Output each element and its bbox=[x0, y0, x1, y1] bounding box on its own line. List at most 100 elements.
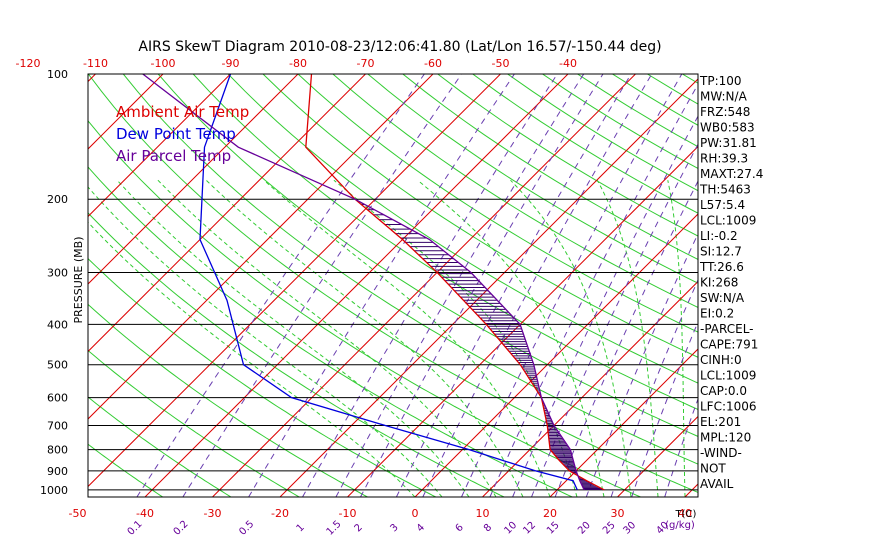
isotherm-line bbox=[144, 74, 569, 497]
pressure-tick-label: 100 bbox=[47, 68, 68, 81]
temperature-tick-bottom: -40 bbox=[136, 507, 154, 520]
mixing-ratio-label: 30 bbox=[622, 520, 639, 537]
isotherm-line bbox=[279, 78, 698, 497]
sounding-profiles bbox=[142, 73, 605, 491]
mixing-ratio-line bbox=[335, 74, 585, 497]
mixing-ratio-label: 2 bbox=[353, 522, 365, 534]
temperature-unit-label: T(C) bbox=[675, 509, 697, 520]
index-entry: EL:201 bbox=[700, 415, 741, 429]
pressure-tick-label: 1000 bbox=[40, 484, 68, 497]
moist-adiabat-line bbox=[667, 180, 686, 497]
mixing-ratio-line bbox=[631, 320, 698, 497]
mixing-ratio-label: 0.1 bbox=[126, 519, 145, 538]
index-entry: SI:12.7 bbox=[700, 245, 742, 259]
plot-frame bbox=[87, 73, 699, 498]
index-entry: -WIND- bbox=[700, 446, 742, 460]
index-entry: LCL:1009 bbox=[700, 214, 756, 228]
isotherm-line bbox=[88, 74, 366, 353]
moist-adiabat-line bbox=[417, 179, 605, 497]
isotherm-line bbox=[88, 74, 231, 218]
dry-adiabat-line bbox=[472, 74, 698, 214]
pressure-tick-label: 600 bbox=[47, 392, 68, 405]
temperature-tick-top: -70 bbox=[357, 57, 375, 70]
isotherm-line bbox=[212, 74, 636, 497]
mixing-ratio-line bbox=[512, 115, 698, 497]
pressure-tick-label: 800 bbox=[47, 444, 68, 457]
legend-entry: Air Parcel Temp bbox=[116, 147, 231, 165]
isotherm-line bbox=[753, 74, 870, 497]
temperature-tick-top: -120 bbox=[16, 57, 41, 70]
temperature-tick-top: -90 bbox=[222, 57, 240, 70]
mixing-ratio-label: 15 bbox=[545, 520, 562, 537]
index-entry: NOT bbox=[700, 462, 726, 476]
legend: Ambient Air Temp Dew Point Temp Air Parcel… bbox=[116, 103, 249, 165]
moist-adiabat-line bbox=[510, 179, 632, 497]
temperature-tick-top: -80 bbox=[289, 57, 307, 70]
mixing-ratio-unit-label: (g/kg) bbox=[665, 520, 695, 531]
temperature-tick-top: -40 bbox=[559, 57, 577, 70]
legend-entry: Dew Point Temp bbox=[116, 125, 236, 143]
dry-adiabat-line bbox=[332, 74, 698, 308]
mixing-ratio-label: 4 bbox=[415, 522, 427, 534]
mixing-ratio-line bbox=[422, 74, 653, 497]
dry-adiabat-line bbox=[297, 74, 698, 333]
temperature-tick-bottom: -50 bbox=[69, 507, 87, 520]
temperature-tick-top: -60 bbox=[424, 57, 442, 70]
index-entry: MAXT:27.4 bbox=[700, 167, 763, 181]
index-entry: -PARCEL- bbox=[700, 322, 754, 336]
temperature-tick-bottom: -10 bbox=[339, 507, 357, 520]
index-entry: WB0:583 bbox=[700, 121, 755, 135]
dry-adiabat-line bbox=[88, 396, 232, 497]
mixing-ratio-line bbox=[248, 74, 515, 497]
temperature-tick-bottom: -20 bbox=[271, 507, 289, 520]
temperature-tick-top: -100 bbox=[151, 57, 176, 70]
index-entry: LFC:1006 bbox=[700, 400, 757, 414]
moist-adiabat-line bbox=[263, 179, 551, 497]
mixing-ratio-line bbox=[554, 180, 698, 497]
index-entry: CAPE:791 bbox=[700, 338, 758, 352]
mixing-ratio-label: 12 bbox=[521, 520, 538, 537]
index-entry: CINH:0 bbox=[700, 353, 742, 367]
mixing-ratio-label: 10 bbox=[502, 520, 519, 537]
dewpoint-profile-line bbox=[199, 73, 578, 491]
dry-adiabat-line bbox=[88, 166, 573, 497]
temperature-tick-bottom: 40 bbox=[678, 507, 692, 520]
dry-adiabat-line bbox=[227, 74, 698, 384]
dry-adiabat-line bbox=[192, 74, 698, 411]
index-entry: KI:268 bbox=[700, 276, 738, 290]
y-axis-label: PRESSURE (MB) bbox=[72, 237, 85, 324]
legend-entry: Ambient Air Temp bbox=[116, 103, 249, 121]
dry-adiabat-line bbox=[88, 349, 300, 497]
moist-adiabat-line bbox=[333, 179, 578, 497]
isotherm-line bbox=[88, 74, 501, 488]
chart-title: AIRS SkewT Diagram 2010-08-23/12:06:41.8… bbox=[138, 39, 661, 55]
pressure-tick-label: 400 bbox=[47, 318, 68, 331]
index-entry: PW:31.81 bbox=[700, 136, 757, 150]
isotherm-line bbox=[820, 74, 870, 497]
index-entry: RH:39.3 bbox=[700, 152, 748, 166]
isotherm-line bbox=[347, 145, 698, 497]
mixing-ratio-label: 6 bbox=[454, 522, 466, 534]
temperature-tick-bottom: 10 bbox=[476, 507, 490, 520]
mixing-ratio-label: 1.5 bbox=[325, 519, 344, 538]
isotherm-line bbox=[88, 74, 164, 150]
mixing-ratio-label: 1 bbox=[295, 522, 307, 534]
pressure-tick-label: 200 bbox=[47, 193, 68, 206]
mixing-ratio-label: 0.2 bbox=[172, 519, 191, 538]
temperature-tick-bottom: 20 bbox=[543, 507, 557, 520]
mixing-ratio-line bbox=[302, 74, 558, 497]
temperature-tick-bottom: 30 bbox=[611, 507, 625, 520]
mixing-ratio-label: 25 bbox=[601, 520, 618, 537]
mixing-ratio-label: 0.5 bbox=[237, 519, 256, 538]
index-entry: L57:5.4 bbox=[700, 198, 745, 212]
cape-hatching bbox=[361, 204, 604, 491]
index-entry: SW:N/A bbox=[700, 291, 745, 305]
moist-adiabat-line bbox=[88, 186, 443, 497]
mixing-ratio-label: 3 bbox=[388, 522, 400, 534]
mixing-ratio-label: 8 bbox=[482, 522, 494, 534]
mixing-ratio-label: 20 bbox=[576, 520, 593, 537]
isotherm-line bbox=[549, 348, 698, 497]
dry-adiabat-line bbox=[88, 303, 368, 497]
